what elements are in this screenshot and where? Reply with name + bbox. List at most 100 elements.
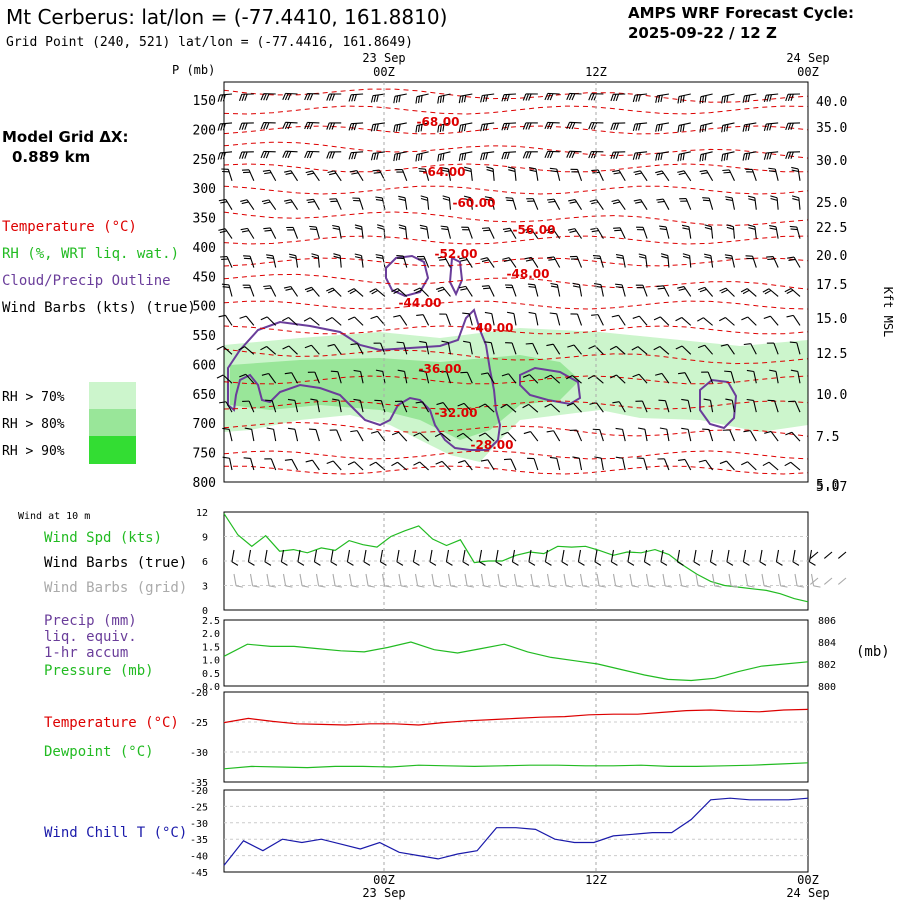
isotherm-label: -36.00 bbox=[419, 362, 462, 376]
legend-wind-barbs-true: Wind Barbs (true) bbox=[44, 555, 187, 571]
chill-ytick-label: -40 bbox=[190, 852, 208, 863]
legend-pressure: Pressure (mb) bbox=[44, 663, 154, 679]
upper-wind-barb-staff bbox=[286, 93, 298, 94]
legend-rh90-swatch bbox=[89, 436, 136, 464]
upper-wind-barb-flag bbox=[591, 170, 598, 171]
upper-wind-barb-flag bbox=[222, 284, 229, 285]
chill-ytick-label: -35 bbox=[190, 835, 208, 846]
kft-overlap-label: 5.0 bbox=[816, 478, 839, 493]
upper-wind-barb-flag bbox=[723, 172, 730, 173]
upper-wind-barb-flag bbox=[483, 288, 490, 289]
kft-tick-label: 10.0 bbox=[816, 388, 847, 403]
legend-wind-chill: Wind Chill T (°C) bbox=[44, 825, 187, 841]
pressure-tick-label: 500 bbox=[193, 300, 216, 315]
upper-wind-barb-staff bbox=[548, 93, 560, 94]
top-time-12z: 12Z bbox=[585, 65, 607, 79]
upper-wind-barb-flag bbox=[724, 371, 731, 372]
kft-axis-title: Kft MSL bbox=[881, 287, 895, 338]
upper-wind-barb-flag bbox=[263, 228, 270, 229]
pressure-unit-label: (mb) bbox=[856, 644, 890, 660]
wind-10m-title: Wind at 10 m bbox=[18, 511, 90, 522]
grid-point-label: Grid Point (240, 521) lat/lon = (-77.441… bbox=[6, 35, 413, 50]
pressure-ytick-label: 806 bbox=[818, 616, 836, 627]
isotherm-label: -52.00 bbox=[435, 247, 478, 261]
isotherm-label: -32.00 bbox=[435, 406, 478, 420]
upper-wind-barb-flag bbox=[374, 172, 381, 173]
kft-tick-label: 17.5 bbox=[816, 278, 847, 293]
upper-wind-barb-staff bbox=[504, 94, 516, 95]
wind-ytick-label: 6 bbox=[202, 557, 208, 568]
upper-wind-barb-flag bbox=[264, 230, 271, 231]
upper-wind-barb-flag bbox=[616, 287, 623, 288]
isotherm-label: -28.00 bbox=[471, 438, 514, 452]
pressure-tick-label: 800 bbox=[193, 476, 216, 491]
chill-ytick-label: -25 bbox=[190, 802, 208, 813]
isotherm-label: -40.00 bbox=[471, 321, 514, 335]
wind-ytick-label: 3 bbox=[202, 582, 208, 593]
upper-wind-barb-flag bbox=[791, 229, 798, 230]
legend-precip-accum: 1-hr accum bbox=[44, 645, 128, 661]
pressure-tick-label: 700 bbox=[193, 417, 216, 432]
pressure-tick-label: 400 bbox=[193, 241, 216, 256]
upper-wind-barb-flag bbox=[416, 315, 423, 316]
kft-tick-label: 35.0 bbox=[816, 121, 847, 136]
upper-wind-barb-flag bbox=[614, 230, 621, 231]
upper-wind-barb-flag bbox=[790, 226, 797, 227]
upper-wind-barb-flag bbox=[309, 226, 316, 227]
upper-wind-barb-flag bbox=[397, 258, 404, 259]
top-date-right: 24 Sep bbox=[786, 51, 829, 65]
upper-wind-barb-flag bbox=[506, 198, 513, 199]
upper-wind-barb-flag bbox=[550, 313, 557, 314]
upper-wind-barb-flag bbox=[397, 342, 404, 343]
legend-temperature: Temperature (°C) bbox=[2, 219, 137, 235]
pressure-tick-label: 600 bbox=[193, 358, 216, 373]
upper-wind-barb-staff bbox=[286, 151, 298, 152]
upper-wind-barb-flag bbox=[593, 256, 600, 257]
pressure-axis-title: P (mb) bbox=[172, 63, 215, 77]
kft-tick-label: 22.5 bbox=[816, 221, 847, 236]
pressure-tick-label: 200 bbox=[193, 123, 216, 138]
kft-tick-label: 7.5 bbox=[816, 430, 839, 445]
legend-wind-speed: Wind Spd (kts) bbox=[44, 530, 162, 546]
legend-rh80-swatch bbox=[89, 409, 136, 437]
chill-ytick-label: -30 bbox=[190, 819, 208, 830]
chart-title: Mt Cerberus: lat/lon = (-77.4410, 161.88… bbox=[6, 5, 447, 29]
upper-wind-barb-flag bbox=[309, 429, 316, 430]
upper-wind-barb-flag bbox=[482, 286, 489, 287]
upper-wind-barb-flag bbox=[790, 342, 797, 343]
isotherm-label: -64.00 bbox=[423, 165, 466, 179]
isotherm-label: -68.00 bbox=[417, 115, 460, 129]
upper-wind-barb-flag bbox=[264, 288, 271, 289]
kft-tick-label: 12.5 bbox=[816, 347, 847, 362]
pressure-tick-label: 450 bbox=[193, 270, 216, 285]
upper-wind-barb-flag bbox=[396, 256, 403, 257]
upper-wind-barb-flag bbox=[331, 371, 338, 372]
model-grid-value: 0.889 km bbox=[12, 148, 90, 166]
upper-wind-barb-flag bbox=[373, 170, 380, 171]
forecast-cycle-date: 2025-09-22 / 12 Z bbox=[628, 24, 777, 42]
upper-wind-barb-flag bbox=[703, 200, 710, 201]
pressure-tick-label: 750 bbox=[193, 447, 216, 462]
upper-wind-barb-staff bbox=[504, 152, 516, 153]
upper-wind-barb-staff bbox=[570, 122, 582, 123]
upper-wind-barb-flag bbox=[310, 229, 317, 230]
upper-wind-barb-flag bbox=[702, 198, 709, 199]
top-time-00z-right: 00Z bbox=[797, 65, 819, 79]
pressure-tick-label: 550 bbox=[193, 329, 216, 344]
upper-wind-barb-staff bbox=[504, 123, 516, 124]
legend-precip-liq: liq. equiv. bbox=[44, 629, 137, 645]
legend-rh80-label: RH > 80% bbox=[2, 417, 65, 432]
temp-ytick-label: -20 bbox=[190, 688, 208, 699]
upper-wind-barb-flag bbox=[244, 458, 251, 459]
isotherm-label: -48.00 bbox=[507, 267, 550, 281]
legend-cloud-outline: Cloud/Precip Outline bbox=[2, 273, 171, 289]
pressure-tick-label: 250 bbox=[193, 153, 216, 168]
upper-wind-barb-staff bbox=[548, 122, 560, 123]
upper-wind-barb-flag bbox=[637, 458, 644, 459]
upper-wind-barb-flag bbox=[483, 230, 490, 231]
pressure-tick-label: 300 bbox=[193, 182, 216, 197]
legend-dewpoint: Dewpoint (°C) bbox=[44, 744, 154, 760]
chill-ytick-label: -45 bbox=[190, 868, 208, 879]
bottom-date-left: 23 Sep bbox=[362, 886, 405, 900]
